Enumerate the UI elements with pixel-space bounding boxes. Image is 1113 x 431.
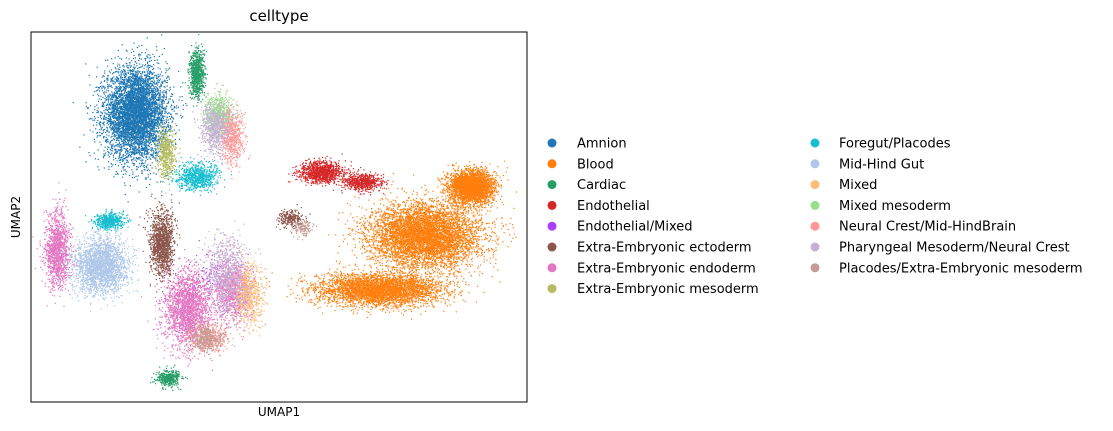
chart-title: celltype bbox=[249, 7, 308, 25]
legend-marker-extra-embryonic-mesoderm bbox=[548, 284, 557, 293]
legend-marker-mixed-mesoderm bbox=[811, 201, 820, 210]
legend-label-cardiac: Cardiac bbox=[577, 178, 626, 193]
legend-marker-endothelial bbox=[548, 201, 557, 210]
points-endothelial bbox=[288, 154, 389, 196]
legend-label-amnion: Amnion bbox=[577, 137, 627, 152]
legend-label-mid-hind-gut: Mid-Hind Gut bbox=[839, 157, 924, 172]
x-axis-label: UMAP1 bbox=[258, 405, 300, 419]
legend-label-neural-crest-mid-hindbrain: Neural Crest/Mid-HindBrain bbox=[839, 220, 1016, 235]
legend-label-mixed: Mixed bbox=[839, 178, 877, 193]
legend-label-pharyngeal-mesoderm-neural-crest: Pharyngeal Mesoderm/Neural Crest bbox=[839, 241, 1070, 256]
legend-marker-endothelial-mixed bbox=[548, 222, 557, 231]
legend-marker-mid-hind-gut bbox=[811, 159, 820, 168]
scatter-points bbox=[32, 34, 517, 391]
legend-label-endothelial: Endothelial bbox=[577, 199, 650, 214]
legend-marker-pharyngeal-mesoderm-neural-crest bbox=[811, 243, 820, 252]
legend-marker-foregut-placodes bbox=[811, 139, 820, 148]
points-foregut-placodes bbox=[85, 153, 232, 233]
legend-marker-amnion bbox=[548, 139, 557, 148]
points-amnion bbox=[73, 34, 193, 210]
legend-marker-cardiac bbox=[548, 180, 557, 189]
legend-marker-mixed bbox=[811, 180, 820, 189]
legend-label-extra-embryonic-ectoderm: Extra-Embryonic ectoderm bbox=[577, 241, 751, 256]
legend-marker-extra-embryonic-endoderm bbox=[548, 263, 557, 272]
legend-marker-extra-embryonic-ectoderm bbox=[548, 243, 557, 252]
legend-label-placodes-extra-embryonic-mesoderm: Placodes/Extra-Embryonic mesoderm bbox=[839, 261, 1083, 276]
legend-label-blood: Blood bbox=[577, 157, 614, 172]
legend: Amnion Blood Cardiac Endothelial Endothelial… bbox=[548, 137, 1083, 298]
legend-label-extra-embryonic-mesoderm: Extra-Embryonic mesoderm bbox=[577, 282, 759, 297]
legend-label-extra-embryonic-endoderm: Extra-Embryonic endoderm bbox=[577, 261, 756, 276]
legend-label-mixed-mesoderm: Mixed mesoderm bbox=[839, 199, 951, 214]
legend-marker-blood bbox=[548, 159, 557, 168]
legend-marker-placodes-extra-embryonic-mesoderm bbox=[811, 263, 820, 272]
y-axis-label: UMAP2 bbox=[9, 196, 23, 238]
legend-marker-neural-crest-mid-hindbrain bbox=[811, 222, 820, 231]
legend-label-foregut-placodes: Foregut/Placodes bbox=[839, 137, 951, 152]
points-blood bbox=[264, 161, 518, 320]
legend-label-endothelial-mixed: Endothelial/Mixed bbox=[577, 220, 693, 235]
